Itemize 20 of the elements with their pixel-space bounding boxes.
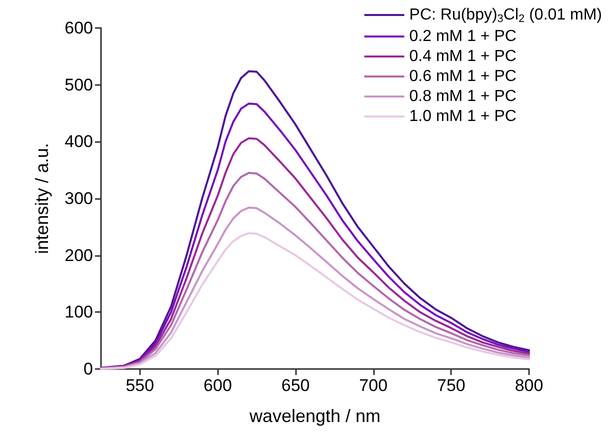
x-tick-label: 750 bbox=[436, 376, 466, 395]
y-tick-label: 300 bbox=[64, 189, 93, 208]
y-tick-label: 0 bbox=[84, 360, 93, 378]
y-tick-label: 200 bbox=[64, 246, 93, 265]
legend-label: 0.6 mM 1 + PC bbox=[409, 68, 516, 85]
y-tick-label: 400 bbox=[64, 132, 93, 152]
legend-label: 1.0 mM 1 + PC bbox=[409, 108, 516, 125]
y-tick-label: 600 bbox=[64, 18, 93, 38]
legend-label: 0.8 mM 1 + PC bbox=[409, 88, 516, 105]
legend-label: 0.2 mM 1 + PC bbox=[409, 28, 516, 45]
x-tick-label: 650 bbox=[281, 376, 310, 395]
x-tick-label: 550 bbox=[126, 376, 154, 395]
y-tick-label: 100 bbox=[64, 302, 93, 322]
x-tick-label: 600 bbox=[204, 376, 232, 395]
x-axis-title: wavelength / nm bbox=[248, 406, 381, 426]
x-tick-label: 700 bbox=[359, 376, 388, 395]
y-axis-title: intensity / a.u. bbox=[32, 142, 52, 254]
x-tick-label: 800 bbox=[514, 376, 544, 395]
legend-label: 0.4 mM 1 + PC bbox=[409, 48, 516, 65]
y-tick-label: 500 bbox=[64, 75, 93, 94]
